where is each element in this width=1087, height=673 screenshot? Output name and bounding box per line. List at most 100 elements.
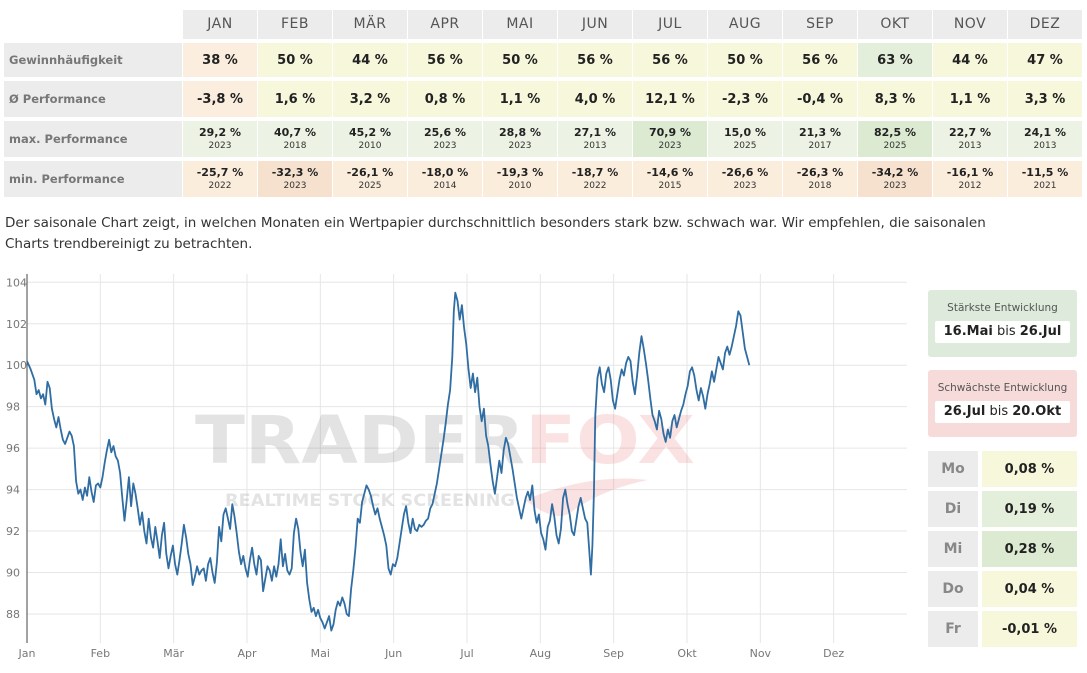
seasonal-chart-svg: TRADER FOX REALTIME STOCK SCREENING 88 90… <box>6 274 907 660</box>
min-performance-value: -26,3 % <box>796 166 844 179</box>
max-performance-row: max. Performance 29,2 % 2023 40,7 % 2018 4… <box>4 121 1082 157</box>
avg-performance-value: 12,1 % <box>645 91 695 107</box>
max-performance-value: 29,2 % <box>199 126 241 139</box>
max-performance-cell: 15,0 % 2025 <box>708 121 782 157</box>
month-header-row: JAN FEB MÄR APR MAI JUN JUL AUG SEP OKT … <box>4 10 1082 39</box>
x-tick-label: Nov <box>750 647 772 660</box>
max-performance-cell: 25,6 % 2023 <box>408 121 482 157</box>
avg-performance-cell: -3,8 % <box>183 81 257 117</box>
series-line <box>26 291 751 632</box>
watermark: TRADER FOX REALTIME STOCK SCREENING <box>195 402 695 517</box>
avg-performance-cell: 1,1 % <box>483 81 557 117</box>
win-rate-cell: 38 % <box>183 43 257 77</box>
win-rate-cell: 56 % <box>633 43 707 77</box>
min-performance-value: -26,6 % <box>721 166 769 179</box>
row-label-max-performance: max. Performance <box>4 121 182 157</box>
weekday-label: Mo <box>928 451 978 487</box>
max-performance-value: 24,1 % <box>1024 126 1066 139</box>
weakest-to: 20.Okt <box>1012 404 1062 419</box>
weekday-value: -0,01 % <box>982 611 1077 647</box>
max-performance-value: 25,6 % <box>424 126 466 139</box>
min-performance-value: -25,7 % <box>196 166 244 179</box>
avg-performance-value: -3,8 % <box>197 91 243 107</box>
y-tick-label: 96 <box>6 442 20 455</box>
max-performance-year: 2023 <box>433 141 457 151</box>
avg-performance-value: 3,2 % <box>349 91 391 107</box>
watermark-brand-a: TRADER <box>195 402 525 479</box>
max-performance-year: 2025 <box>883 141 907 151</box>
row-label-avg-performance: Ø Performance <box>4 81 182 117</box>
weekday-row-mo: Mo 0,08 % <box>928 451 1077 487</box>
max-performance-year: 2023 <box>658 141 682 151</box>
min-performance-cell: -18,0 % 2014 <box>408 161 482 197</box>
max-performance-value: 45,2 % <box>349 126 391 139</box>
max-performance-year: 2023 <box>208 141 232 151</box>
min-performance-year: 2022 <box>583 181 607 191</box>
avg-performance-value: 4,0 % <box>574 91 616 107</box>
month-header: AUG <box>708 10 782 39</box>
max-performance-value: 70,9 % <box>649 126 691 139</box>
x-tick-label: Mai <box>311 647 330 660</box>
win-rate-value: 38 % <box>202 52 238 68</box>
watermark-brand-b: FOX <box>525 402 695 479</box>
weakest-period-panel: Schwächste Entwicklung 26.Jul bis 20.Okt <box>928 370 1077 437</box>
avg-performance-cell: 3,3 % <box>1008 81 1082 117</box>
avg-performance-value: 1,1 % <box>499 91 541 107</box>
win-rate-row: Gewinnhäufigkeit 38 % 50 % 44 % 56 % 50 … <box>4 43 1082 77</box>
avg-performance-value: -2,3 % <box>722 91 768 107</box>
win-rate-value: 50 % <box>502 52 538 68</box>
weekday-row-mi: Mi 0,28 % <box>928 531 1077 567</box>
min-performance-cell: -16,1 % 2012 <box>933 161 1007 197</box>
month-header: DEZ <box>1008 10 1082 39</box>
avg-performance-cell: 3,2 % <box>333 81 407 117</box>
max-performance-year: 2010 <box>358 141 382 151</box>
month-header: NOV <box>933 10 1007 39</box>
y-tick-label: 88 <box>6 608 20 621</box>
win-rate-value: 56 % <box>427 52 463 68</box>
header-spacer <box>4 10 182 39</box>
win-rate-value: 50 % <box>277 52 313 68</box>
min-performance-value: -34,2 % <box>871 166 919 179</box>
win-rate-cell: 47 % <box>1008 43 1082 77</box>
min-performance-value: -19,3 % <box>496 166 544 179</box>
min-performance-year: 2022 <box>208 181 232 191</box>
max-performance-cell: 29,2 % 2023 <box>183 121 257 157</box>
max-performance-cell: 24,1 % 2013 <box>1008 121 1082 157</box>
max-performance-year: 2013 <box>958 141 982 151</box>
weekday-value: 0,19 % <box>982 491 1077 527</box>
y-tick-label: 92 <box>6 525 20 538</box>
max-performance-cell: 70,9 % 2023 <box>633 121 707 157</box>
y-tick-label: 100 <box>6 359 27 372</box>
chart-description: Der saisonale Chart zeigt, in welchen Mo… <box>5 215 986 252</box>
min-performance-value: -18,0 % <box>421 166 469 179</box>
max-performance-value: 22,7 % <box>949 126 991 139</box>
weekday-value: 0,28 % <box>982 531 1077 567</box>
max-performance-cell: 82,5 % 2025 <box>858 121 932 157</box>
win-rate-value: 44 % <box>352 52 388 68</box>
min-performance-cell: -26,1 % 2025 <box>333 161 407 197</box>
watermark-tagline: REALTIME STOCK SCREENING <box>225 491 515 511</box>
avg-performance-value: 8,3 % <box>874 91 916 107</box>
month-header: OKT <box>858 10 932 39</box>
min-performance-value: -16,1 % <box>946 166 994 179</box>
max-performance-year: 2017 <box>808 141 832 151</box>
strongest-period-title: Stärkste Entwicklung <box>947 302 1058 314</box>
chart-tick-labels: 88 90 92 94 96 98 100 102 104 Jan Feb Mär Apr Mai Jun J… <box>6 276 844 660</box>
min-performance-year: 2015 <box>658 181 682 191</box>
avg-performance-cell: 1,1 % <box>933 81 1007 117</box>
avg-performance-cell: 12,1 % <box>633 81 707 117</box>
min-performance-year: 2012 <box>958 181 982 191</box>
win-rate-cell: 50 % <box>483 43 557 77</box>
weekday-row-do: Do 0,04 % <box>928 571 1077 607</box>
max-performance-cell: 27,1 % 2013 <box>558 121 632 157</box>
avg-performance-cell: -2,3 % <box>708 81 782 117</box>
weekday-label: Di <box>928 491 978 527</box>
avg-performance-value: 1,6 % <box>274 91 316 107</box>
win-rate-value: 47 % <box>1027 52 1063 68</box>
min-performance-year: 2023 <box>883 181 907 191</box>
min-performance-year: 2023 <box>733 181 757 191</box>
max-performance-value: 27,1 % <box>574 126 616 139</box>
avg-performance-cell: 8,3 % <box>858 81 932 117</box>
avg-performance-value: 1,1 % <box>949 91 991 107</box>
weekday-value: 0,04 % <box>982 571 1077 607</box>
